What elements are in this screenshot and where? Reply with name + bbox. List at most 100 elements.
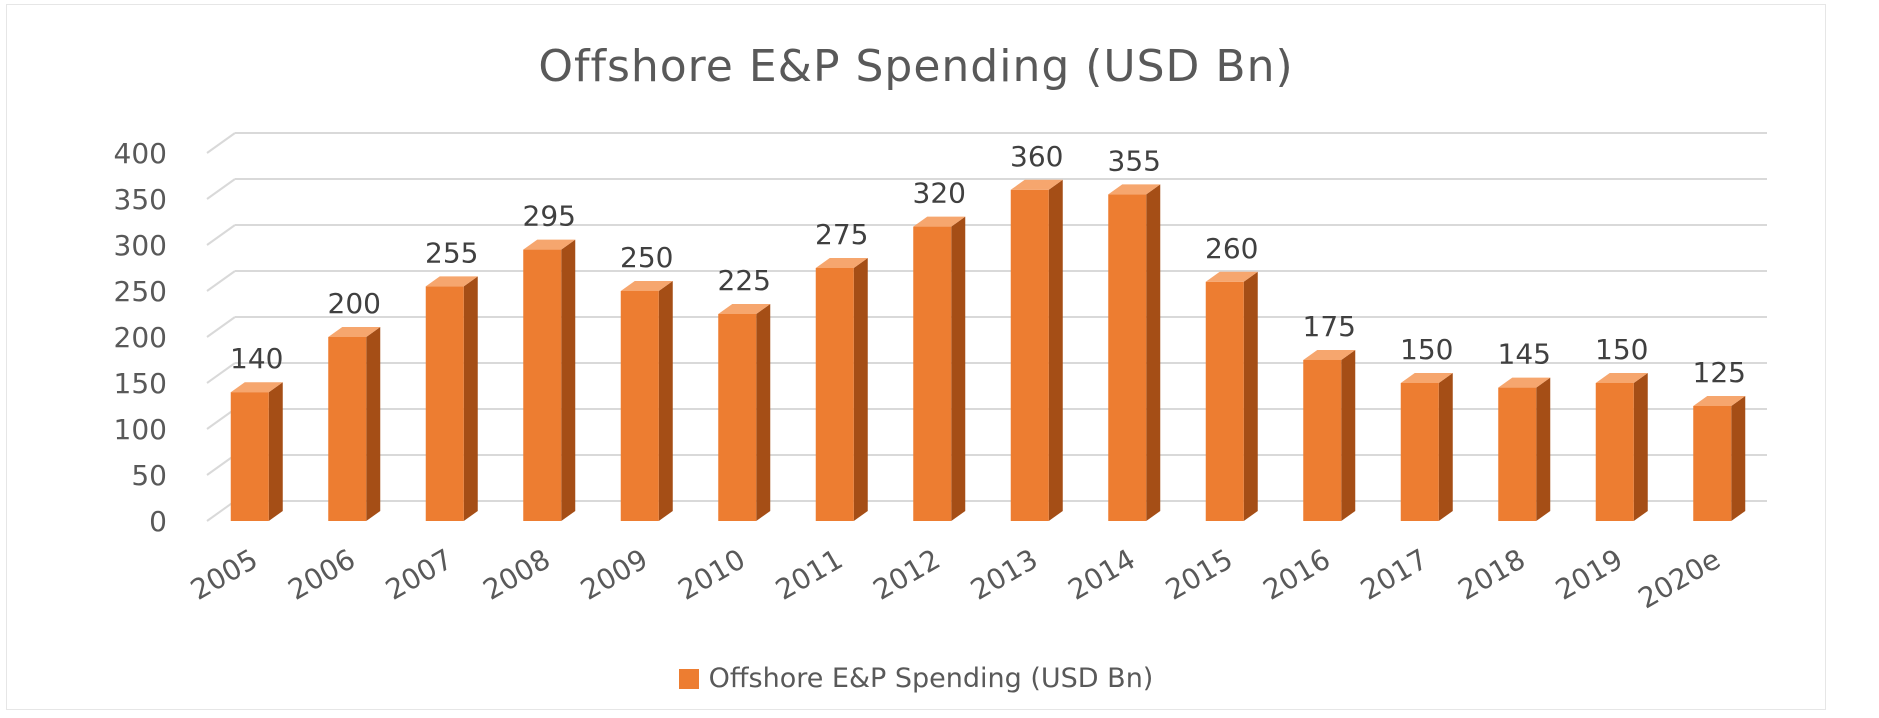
bar xyxy=(718,314,757,521)
bar-top xyxy=(1108,184,1161,195)
bar-side xyxy=(951,216,966,521)
bar xyxy=(1400,383,1439,521)
bar-side xyxy=(1146,184,1161,521)
y-tick-label: 250 xyxy=(114,275,167,308)
bar-top xyxy=(328,327,381,337)
bar-side xyxy=(853,258,868,521)
x-tick-label: 2013 xyxy=(965,542,1043,606)
x-tick-label: 2006 xyxy=(283,542,361,606)
x-tick-label: 2005 xyxy=(185,542,263,606)
bar xyxy=(523,249,562,521)
x-tick-label: 2012 xyxy=(868,542,946,606)
gridline-corner xyxy=(206,132,236,154)
bar xyxy=(913,226,952,521)
x-tick-label: 2019 xyxy=(1550,542,1628,606)
bar xyxy=(1010,189,1049,522)
y-tick-label: 200 xyxy=(114,321,167,354)
chart-frame: Offshore E&P Spending (USD Bn) 0 50 100 150… xyxy=(6,4,1826,710)
x-tick-label: 2020e xyxy=(1633,542,1726,615)
bar-top xyxy=(523,239,576,250)
data-label: 140 xyxy=(230,342,283,375)
chart-title: Offshore E&P Spending (USD Bn) xyxy=(538,41,1294,92)
bar-side xyxy=(658,281,673,521)
bar-top xyxy=(815,258,868,268)
gridline-corner xyxy=(206,224,236,246)
bar-top xyxy=(1303,350,1356,360)
bar-side xyxy=(366,327,381,521)
bar-top xyxy=(1205,271,1258,282)
bar-side xyxy=(463,276,478,521)
x-tick-label: 2017 xyxy=(1355,542,1433,606)
x-tick-label: 2007 xyxy=(380,542,458,606)
bar-top xyxy=(1595,373,1648,383)
bar xyxy=(1205,281,1244,521)
bar xyxy=(1693,406,1732,521)
gridline-corner xyxy=(206,316,236,338)
bar xyxy=(620,291,659,521)
bar xyxy=(1498,387,1537,521)
data-label: 360 xyxy=(1010,140,1063,173)
data-label: 200 xyxy=(328,287,381,320)
bar-top xyxy=(230,382,283,393)
x-tick-label: 2014 xyxy=(1063,542,1141,606)
bar-top xyxy=(620,281,673,291)
gridline-corner xyxy=(206,454,236,476)
data-label: 175 xyxy=(1303,310,1356,343)
x-tick-label: 2016 xyxy=(1258,542,1336,606)
y-tick-label: 400 xyxy=(114,137,167,170)
data-label: 355 xyxy=(1108,144,1161,177)
data-label: 150 xyxy=(1595,333,1648,366)
bar-side xyxy=(1731,396,1746,521)
y-tick-label: 100 xyxy=(114,413,167,446)
gridline-corner xyxy=(206,270,236,292)
bar xyxy=(425,286,464,521)
y-tick-label: 150 xyxy=(114,367,167,400)
bar xyxy=(1303,360,1342,521)
bar-top xyxy=(1498,377,1551,388)
chart-plot: 0 50 100 150 200 250 300 350 400 140 2005 200 2006 25… xyxy=(114,132,1767,615)
data-label: 225 xyxy=(718,264,771,297)
bar-side xyxy=(561,239,576,521)
x-tick-label: 2009 xyxy=(575,542,653,606)
data-label: 320 xyxy=(913,177,966,210)
bar-side xyxy=(1633,373,1648,521)
x-tick-label: 2015 xyxy=(1160,542,1238,606)
x-tick-label: 2011 xyxy=(770,542,848,606)
bar xyxy=(815,268,854,521)
data-label: 260 xyxy=(1205,232,1258,265)
bar-top xyxy=(425,276,478,287)
bar-top xyxy=(1400,373,1453,383)
gridline-corner xyxy=(206,408,236,430)
bar xyxy=(1595,383,1634,521)
bar-side xyxy=(268,382,283,521)
bar-top xyxy=(913,216,966,227)
bar xyxy=(230,392,269,521)
y-tick-label: 350 xyxy=(114,183,167,216)
y-tick-label: 300 xyxy=(114,229,167,262)
data-label: 255 xyxy=(425,236,478,269)
gridline-corner xyxy=(206,178,236,200)
x-tick-label: 2008 xyxy=(478,542,556,606)
bar-side xyxy=(1048,179,1063,522)
bar-top xyxy=(1693,396,1746,406)
data-label: 150 xyxy=(1400,333,1453,366)
bar-side xyxy=(1438,373,1453,521)
legend-swatch xyxy=(678,669,699,689)
data-label: 125 xyxy=(1693,356,1746,389)
data-label: 295 xyxy=(523,200,576,233)
bar-side xyxy=(1536,377,1551,521)
gridline-corner xyxy=(206,500,236,522)
y-tick-label: 0 xyxy=(149,505,167,538)
bar-side xyxy=(756,304,771,521)
x-tick-label: 2010 xyxy=(673,542,751,606)
x-tick-label: 2018 xyxy=(1453,542,1531,606)
y-tick-label: 50 xyxy=(131,459,167,492)
legend-label: Offshore E&P Spending (USD Bn) xyxy=(708,663,1154,694)
data-label: 250 xyxy=(620,241,673,274)
bar xyxy=(328,337,367,521)
bar-top xyxy=(718,304,771,314)
data-label: 275 xyxy=(815,218,868,251)
legend: Offshore E&P Spending (USD Bn) xyxy=(7,663,1825,694)
gridline-corner xyxy=(206,362,236,384)
bar-top xyxy=(1010,179,1063,190)
